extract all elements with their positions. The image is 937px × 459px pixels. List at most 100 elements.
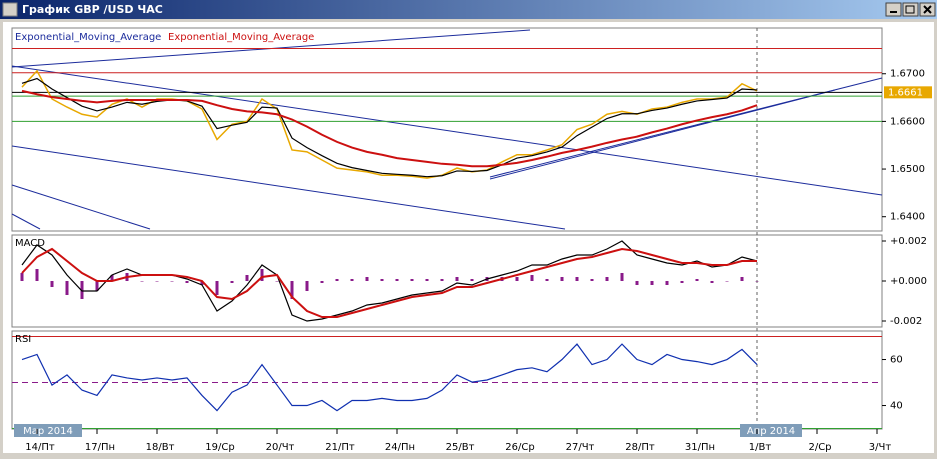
y-tick-label: +0.000 [890, 276, 927, 287]
last-price-label: 1.6661 [888, 87, 923, 98]
y-tick-label: 1.6500 [890, 164, 925, 175]
x-tick-label: 1/Вт [749, 442, 772, 453]
y-tick-label: +0.002 [890, 236, 927, 247]
y-tick-label: 40 [890, 401, 903, 412]
price-panel [11, 27, 883, 232]
histogram-bar [335, 279, 339, 281]
histogram-bar [275, 281, 279, 282]
panel-title: MACD [15, 238, 45, 249]
window-buttons[interactable] [885, 2, 936, 17]
legend-entry: Exponential_Moving_Average [168, 32, 314, 43]
histogram-bar [695, 279, 699, 281]
histogram-bar [740, 277, 744, 281]
window-icon [2, 2, 18, 17]
trend-line [11, 213, 41, 230]
histogram-bar [110, 275, 114, 281]
x-tick-label: 19/Ср [205, 442, 234, 453]
histogram-bar [425, 279, 429, 281]
trend-line [11, 184, 151, 230]
month-label: Мар 2014 [23, 426, 73, 437]
x-tick-label: 28/Пт [625, 442, 655, 453]
histogram-bar [170, 281, 174, 282]
month-box [14, 424, 82, 437]
x-tick-label: 27/Чт [566, 442, 595, 453]
histogram-bar [755, 281, 759, 282]
histogram-bar [530, 275, 534, 281]
x-tick-label: 17/Пн [85, 442, 115, 453]
histogram-bar [50, 281, 54, 287]
histogram-bar [515, 277, 519, 281]
trend-line [11, 65, 883, 196]
icon [905, 5, 915, 14]
series-line [21, 77, 758, 178]
chart-area [3, 22, 934, 453]
title-bar [0, 0, 937, 19]
series-line [21, 247, 757, 318]
x-tick-label: 26/Ср [505, 442, 534, 453]
histogram-bar [155, 281, 159, 282]
maximize-button[interactable] [902, 2, 919, 17]
panel-title: RSI [15, 334, 31, 345]
x-tick-label: 31/Пн [685, 442, 715, 453]
icon [923, 5, 932, 14]
histogram-bar [200, 281, 204, 285]
trend-line [489, 89, 836, 180]
histogram-bar [350, 279, 354, 281]
histogram-bar [410, 279, 414, 281]
trend-line [11, 145, 566, 230]
legend-entry: Exponential_Moving_Average [15, 32, 161, 43]
x-tick-label: 14/Пт [25, 442, 55, 453]
x-tick-label: 21/Пт [325, 442, 355, 453]
minimize-button[interactable] [885, 2, 902, 17]
y-tick-label: 1.6600 [890, 116, 925, 127]
x-tick-label: 24/Пн [385, 442, 415, 453]
histogram-bar [545, 279, 549, 281]
y-tick-label: 1.6400 [890, 212, 925, 223]
histogram-bar [605, 277, 609, 281]
last-price-box [884, 86, 932, 99]
histogram-bar [725, 281, 729, 282]
y-tick-label: 1.6700 [890, 69, 925, 80]
histogram-bar [440, 279, 444, 281]
x-tick-label: 3/Чт [869, 442, 892, 453]
y-tick-label: 60 [890, 355, 903, 366]
histogram-bar [590, 279, 594, 281]
histogram-bar [455, 277, 459, 281]
histogram-bar [215, 281, 219, 295]
series-line [21, 343, 758, 412]
histogram-bar [470, 279, 474, 281]
histogram-bar [140, 281, 144, 282]
histogram-bar [635, 281, 639, 285]
histogram-bar [185, 281, 189, 283]
histogram-bar [35, 269, 39, 281]
histogram-bar [380, 279, 384, 281]
month-label: Апр 2014 [747, 426, 795, 437]
x-tick-label: 2/Ср [808, 442, 831, 453]
histogram-bar [575, 277, 579, 281]
histogram-bar [560, 277, 564, 281]
histogram-bar [65, 281, 69, 295]
series-line [21, 89, 758, 168]
y-tick-label: -0.002 [890, 316, 922, 327]
histogram-bar [230, 281, 234, 283]
histogram-bar [95, 281, 99, 291]
histogram-bar [320, 281, 324, 283]
x-tick-label: 18/Вт [146, 442, 175, 453]
histogram-bar [395, 279, 399, 281]
histogram-bar [620, 273, 624, 281]
histogram-bar [650, 281, 654, 285]
window-title: График GBP /USD ЧАС [22, 3, 163, 16]
histogram-bar [680, 281, 684, 283]
histogram-bar [245, 275, 249, 281]
histogram-bar [260, 269, 264, 281]
histogram-bar [80, 281, 84, 299]
x-tick-label: 20/Чт [266, 442, 295, 453]
x-tick-label: 25/Вт [446, 442, 475, 453]
histogram-bar [20, 273, 24, 281]
histogram-bar [365, 277, 369, 281]
histogram-bar [665, 281, 669, 285]
histogram-bar [290, 281, 294, 299]
month-box [740, 424, 802, 437]
